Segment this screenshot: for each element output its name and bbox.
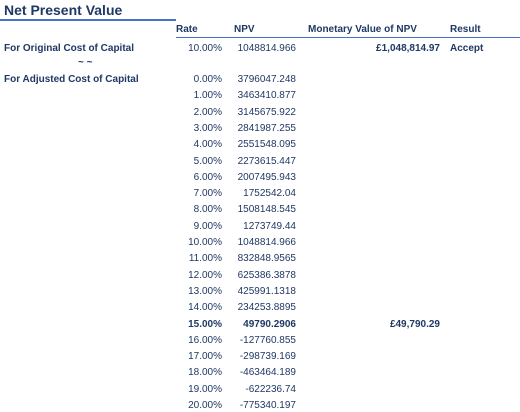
adjusted-rate-cell: 18.00% [188, 367, 222, 378]
adjusted-monetary-value-cell: £49,790.29 [389, 319, 440, 330]
adjusted-rate-cell: 20.00% [188, 400, 222, 411]
adjusted-npv-cell: -463464.189 [239, 367, 296, 378]
adjusted-npv-cell: 49790.2906 [243, 319, 296, 330]
header-npv: NPV [234, 24, 255, 35]
page-title: Net Present Value [4, 2, 123, 18]
header-underline [176, 37, 520, 38]
header-monetary-value: Monetary Value of NPV [308, 24, 417, 35]
adjusted-rate-cell: 8.00% [193, 204, 222, 215]
original-cost-label: For Original Cost of Capital [4, 43, 135, 54]
adjusted-rate-cell: 10.00% [188, 237, 222, 248]
adjusted-npv-cell: 1508148.545 [237, 204, 296, 215]
separator-tilde: ~ ~ [78, 57, 93, 68]
adjusted-npv-cell: 832848.9565 [237, 253, 296, 264]
adjusted-rate-cell: 3.00% [193, 123, 222, 134]
adjusted-npv-cell: 1752542.04 [243, 188, 296, 199]
original-result: Accept [450, 43, 484, 54]
adjusted-cost-label: For Adjusted Cost of Capital [4, 74, 139, 85]
adjusted-rate-cell: 6.00% [193, 172, 222, 183]
adjusted-rate-cell: 11.00% [188, 253, 222, 264]
adjusted-rate-cell: 16.00% [188, 335, 222, 346]
title-underline [0, 19, 176, 21]
adjusted-npv-cell: 1273749.44 [243, 221, 296, 232]
adjusted-npv-cell: 2007495.943 [237, 172, 296, 183]
adjusted-rate-cell: 5.00% [193, 156, 222, 167]
adjusted-rate-cell: 9.00% [193, 221, 222, 232]
adjusted-npv-cell: 2841987.255 [237, 123, 296, 134]
adjusted-npv-cell: 3145675.922 [237, 107, 296, 118]
adjusted-npv-cell: 625386.3878 [237, 270, 296, 281]
adjusted-npv-cell: 2551548.095 [237, 139, 296, 150]
original-npv: 1048814.966 [237, 43, 296, 54]
original-rate: 10.00% [188, 43, 222, 54]
adjusted-rate-cell: 1.00% [193, 90, 222, 101]
adjusted-rate-cell: 13.00% [188, 286, 222, 297]
adjusted-rate-cell: 0.00% [193, 74, 222, 85]
adjusted-rate-cell: 12.00% [188, 270, 222, 281]
adjusted-npv-cell: -775340.197 [239, 400, 296, 411]
adjusted-npv-cell: 425991.1318 [237, 286, 296, 297]
adjusted-npv-cell: -127760.855 [239, 335, 296, 346]
adjusted-rate-cell: 14.00% [188, 302, 222, 313]
adjusted-rate-cell: 4.00% [193, 139, 222, 150]
adjusted-rate-cell: 7.00% [193, 188, 222, 199]
adjusted-rate-cell: 17.00% [188, 351, 222, 362]
header-rate: Rate [176, 24, 198, 35]
adjusted-npv-cell: -622236.74 [245, 384, 296, 395]
adjusted-npv-cell: 1048814.966 [237, 237, 296, 248]
adjusted-npv-cell: -298739.169 [239, 351, 296, 362]
adjusted-npv-cell: 3463410.877 [237, 90, 296, 101]
adjusted-npv-cell: 3796047.248 [237, 74, 296, 85]
adjusted-rate-cell: 19.00% [188, 384, 222, 395]
original-monetary-value: £1,048,814.97 [376, 43, 440, 54]
header-result: Result [450, 24, 481, 35]
adjusted-rate-cell: 15.00% [188, 319, 222, 330]
adjusted-npv-cell: 2273615.447 [237, 156, 296, 167]
adjusted-npv-cell: 234253.8895 [237, 302, 296, 313]
adjusted-rate-cell: 2.00% [193, 107, 222, 118]
